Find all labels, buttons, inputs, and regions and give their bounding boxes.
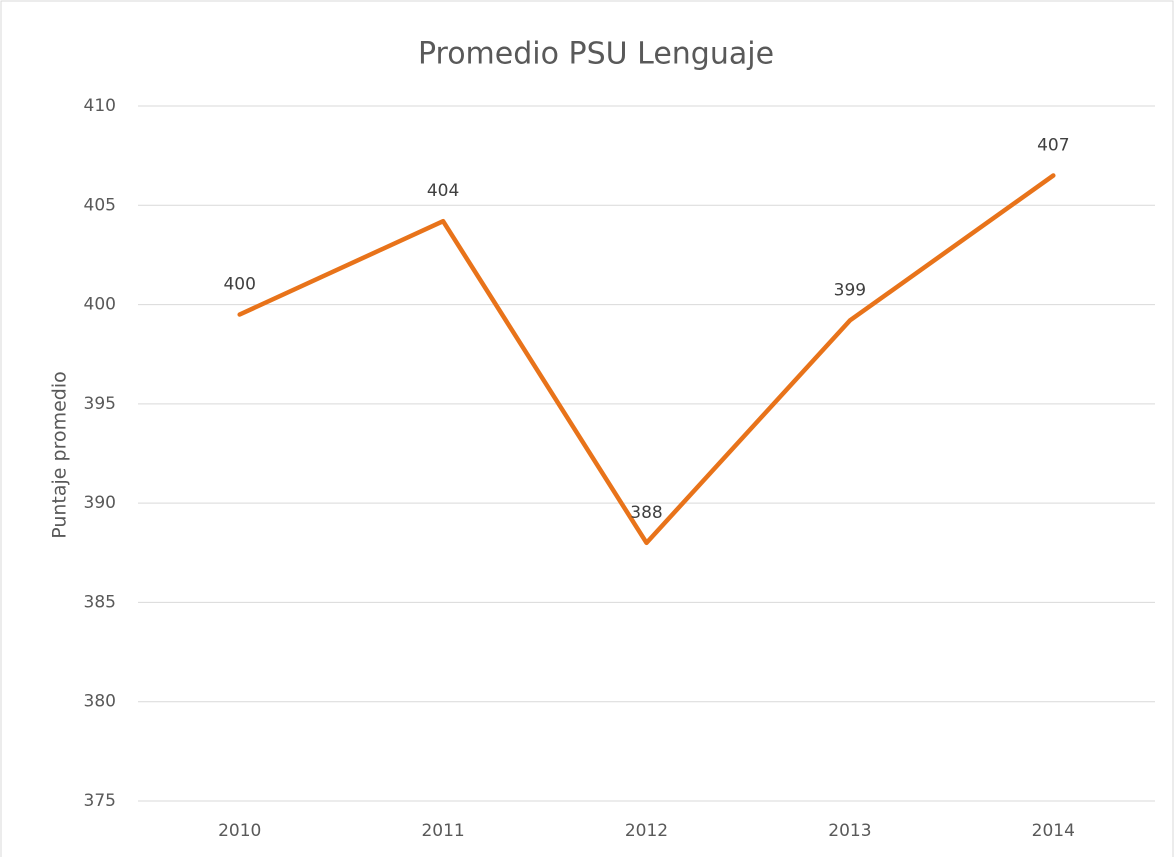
y-tick-label: 410 [84,96,116,116]
y-tick-label: 405 [84,195,116,215]
chart-title: Promedio PSU Lenguaje [418,37,774,72]
x-tick-label: 2011 [421,821,464,841]
y-axis-title: Puntaje promedio [49,371,71,539]
x-tick-label: 2010 [218,821,261,841]
data-label: 400 [223,275,255,295]
data-label: 407 [1037,136,1069,156]
y-tick-label: 400 [84,295,116,315]
y-tick-label: 385 [84,592,116,612]
data-label: 388 [630,503,662,523]
data-line [237,173,1056,546]
x-tick-label: 2014 [1032,821,1075,841]
data-label: 404 [427,181,459,201]
y-tick-label: 390 [84,493,116,513]
data-label: 399 [834,280,866,300]
y-tick-label: 395 [84,394,116,414]
y-tick-label: 380 [84,692,116,712]
y-tick-label: 375 [84,791,116,811]
x-tick-label: 2013 [828,821,871,841]
x-tick-label: 2012 [625,821,668,841]
